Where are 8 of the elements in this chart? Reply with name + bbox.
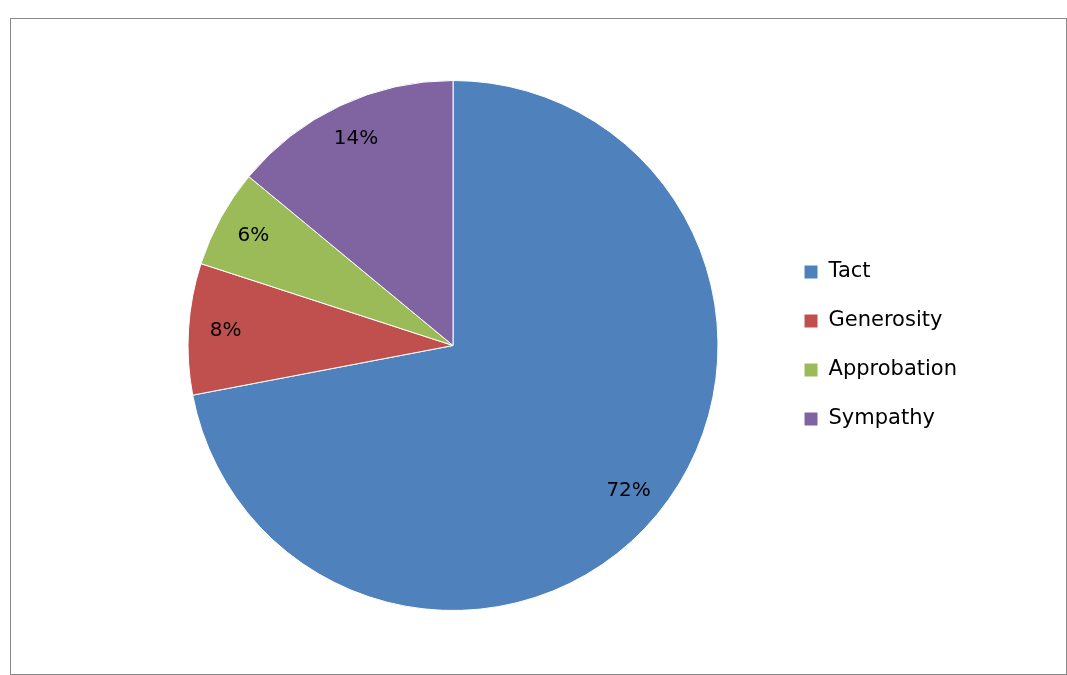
legend-label: Generosity bbox=[828, 307, 943, 332]
legend-label: Sympathy bbox=[828, 405, 935, 430]
data-label: 14% bbox=[333, 125, 379, 150]
data-label: 6% bbox=[237, 221, 270, 246]
legend-label: Approbation bbox=[828, 356, 958, 381]
legend-label: Tact bbox=[827, 258, 871, 283]
data-label: 8% bbox=[209, 317, 242, 342]
data-label: 72% bbox=[606, 476, 651, 501]
